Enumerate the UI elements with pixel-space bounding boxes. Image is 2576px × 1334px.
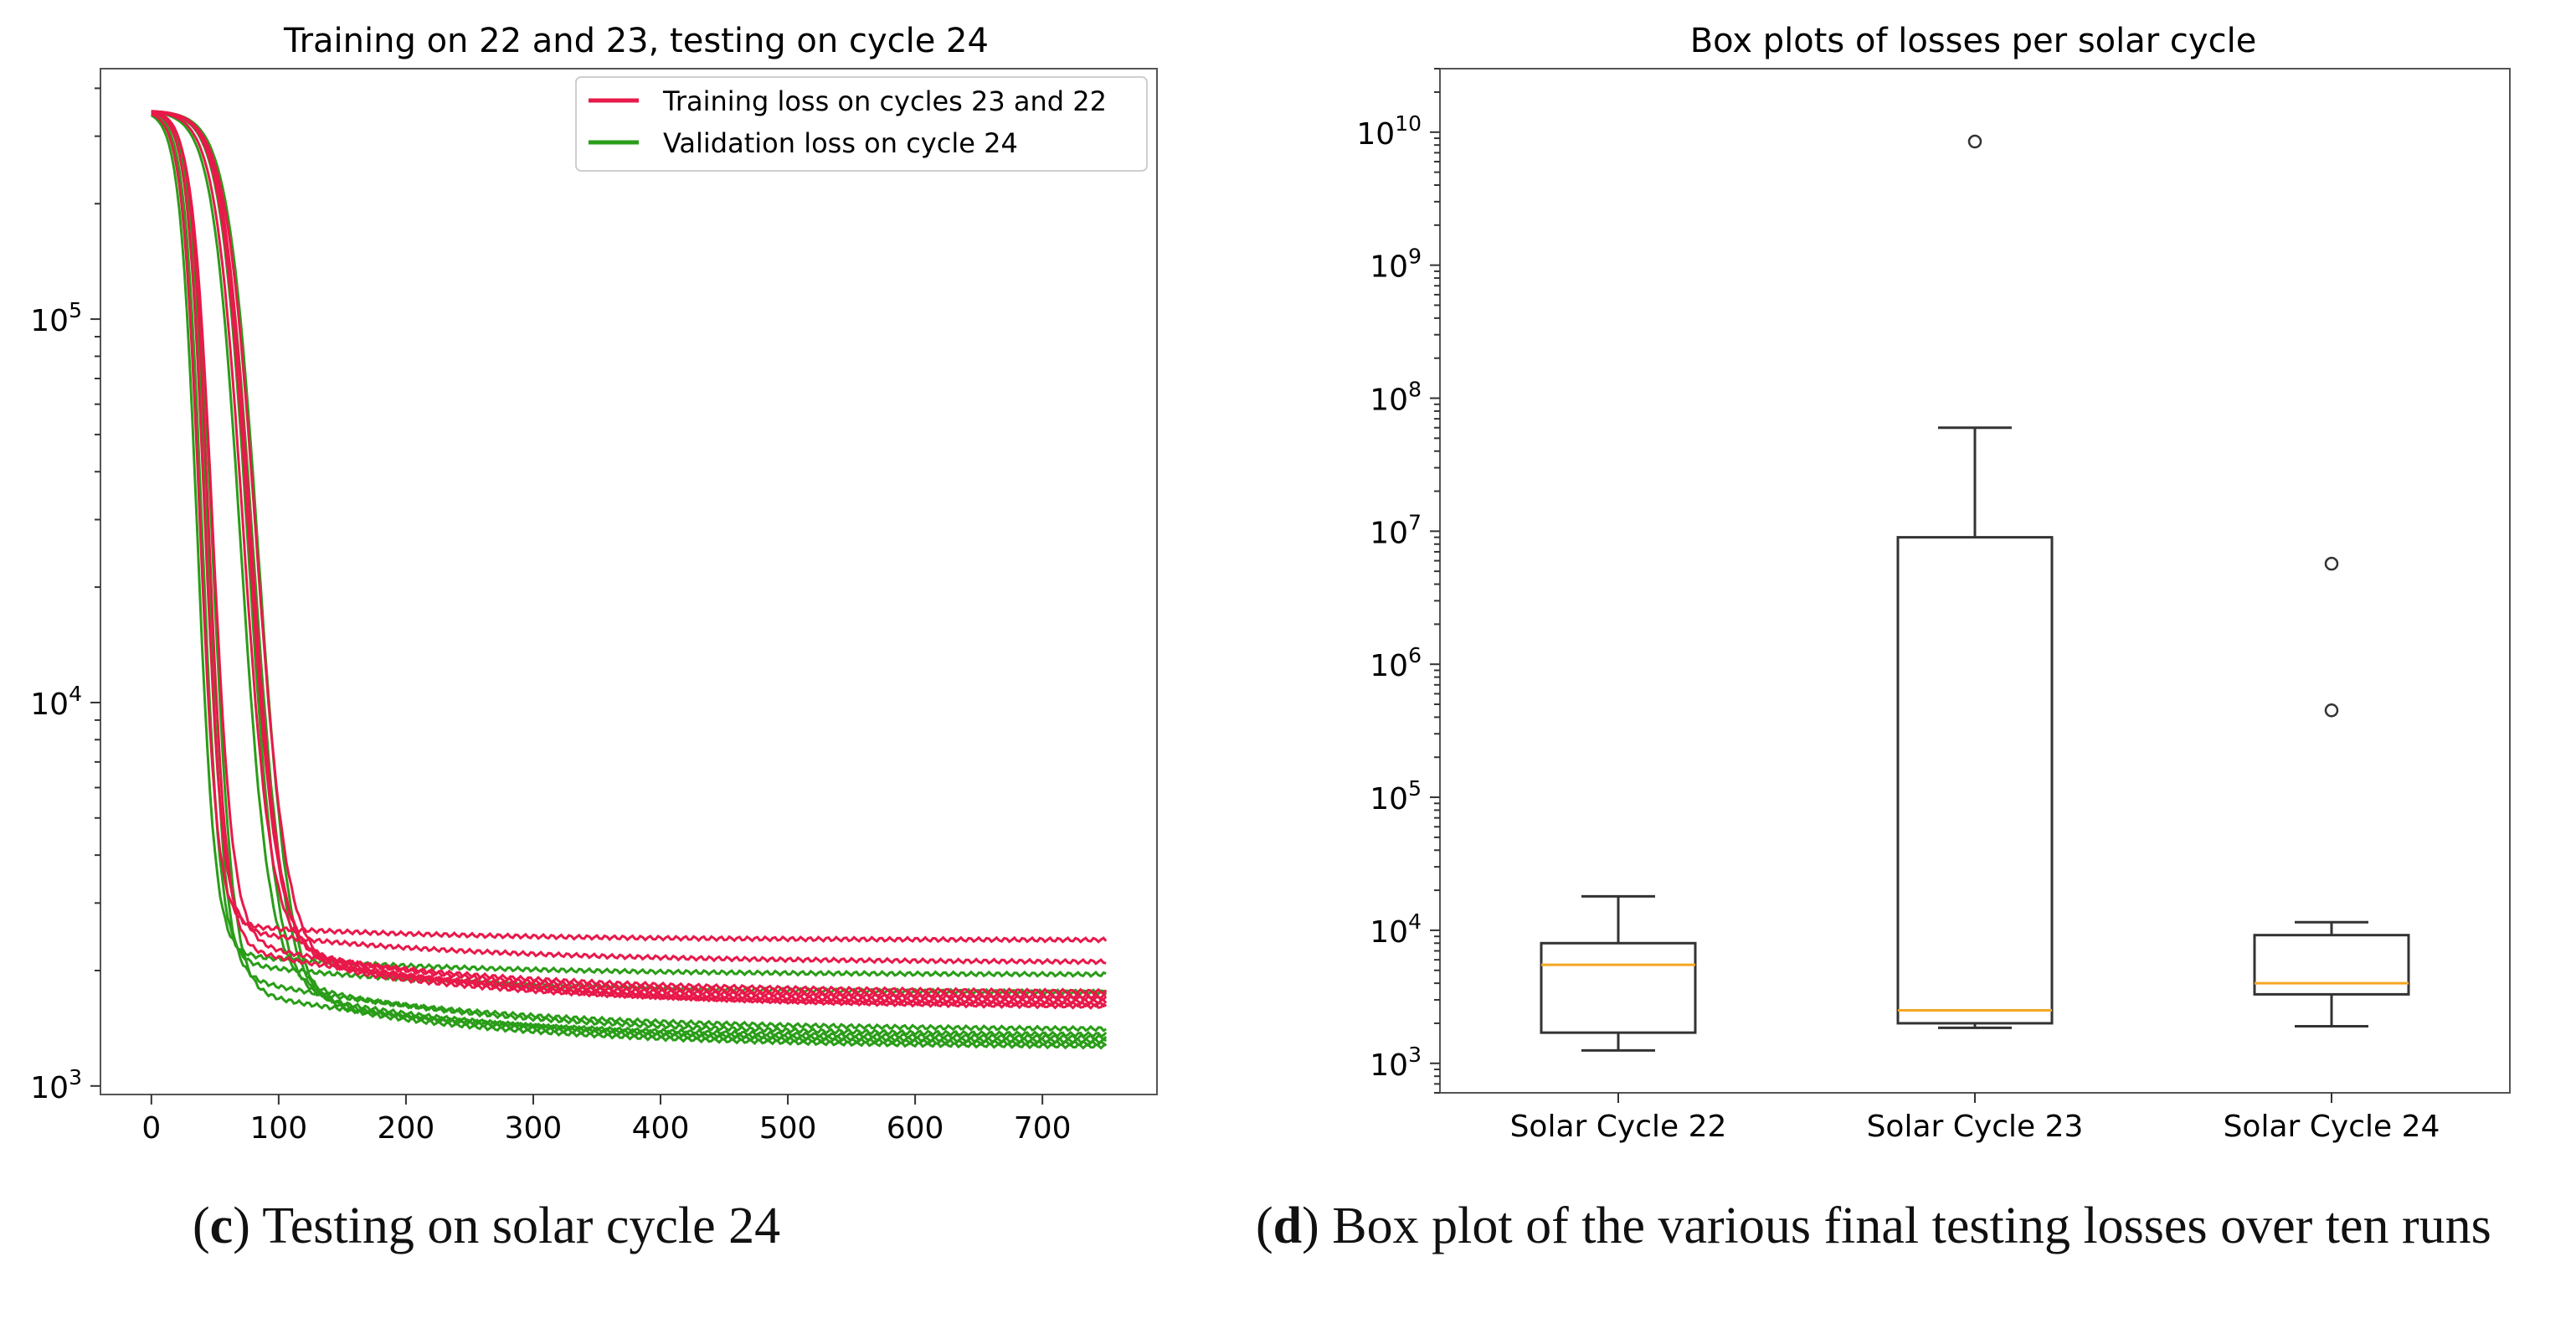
y-tick-label: 1010 [1356, 111, 1422, 152]
box-iqr [1540, 941, 1697, 1034]
series-line-train-3 [151, 111, 1108, 996]
x-tick-label: 500 [759, 1111, 817, 1146]
y-tick-label: 109 [1370, 245, 1422, 285]
outlier-point [2324, 556, 2339, 571]
y-tick-label: 103 [1370, 1043, 1422, 1083]
chart-c-title: Training on 22 and 23, testing on cycle … [283, 22, 989, 60]
outlier-point [2324, 703, 2339, 718]
legend-label-training: Training loss on cycles 23 and 22 [662, 85, 1107, 117]
box-iqr [1896, 536, 2054, 1025]
legend-frame [575, 76, 1148, 172]
chart-d-title: Box plots of losses per solar cycle [1690, 22, 2257, 60]
y-tick-label: 105 [30, 298, 82, 338]
chart-d-x-axis: Solar Cycle 22 Solar Cycle 23 Solar Cycle … [1510, 1093, 2440, 1144]
series-line-val-3 [151, 111, 1107, 1033]
x-tick-label: 700 [1014, 1111, 1072, 1146]
chart-d-plot-area [1439, 68, 2511, 1094]
box-iqr [2253, 934, 2410, 996]
x-tick-label: 0 [141, 1111, 161, 1146]
caption-c-label: c [209, 1198, 234, 1254]
chart-d-y-axis: 103 104 105 106 107 108 109 1010 [1356, 68, 1440, 1094]
chart-c-x-axis: 0 100 200 300 400 500 600 700 [141, 1094, 1072, 1146]
x-tick-label: Solar Cycle 23 [1867, 1110, 2084, 1144]
series-line-val-8 [151, 110, 1107, 1050]
y-tick-label: 105 [1370, 776, 1422, 816]
x-tick-label: 300 [505, 1111, 563, 1146]
caption-c-text: Testing on solar cycle 24 [249, 1198, 781, 1254]
legend-label-validation: Validation loss on cycle 24 [663, 127, 1018, 159]
series-line-val-7 [151, 111, 1108, 1042]
series-line-train-7 [151, 111, 1108, 1002]
chart-c-legend: Training loss on cycles 23 and 22 Valida… [575, 76, 1148, 172]
chart-c: Training on 22 and 23, testing on cycle … [30, 22, 1158, 1146]
series-line-train-6 [151, 110, 1107, 1008]
caption-c: (c) Testing on solar cycle 24 [193, 1198, 781, 1254]
y-tick-label: 104 [30, 682, 82, 722]
caption-d-text: Box plot of the various final testing lo… [1319, 1198, 2491, 1254]
series-line-val-4 [151, 111, 1108, 1038]
chart-d-boxes-group [1540, 134, 2410, 1052]
y-tick-label: 104 [1370, 909, 1422, 950]
series-line-train-8 [151, 110, 1108, 1010]
x-tick-label: 200 [378, 1111, 435, 1146]
box-1 [1540, 894, 1697, 1052]
y-tick-label: 103 [30, 1065, 82, 1105]
chart-d: Box plots of losses per solar cycle 1031… [1356, 22, 2511, 1144]
x-tick-label: Solar Cycle 24 [2224, 1110, 2440, 1144]
x-tick-label: Solar Cycle 22 [1510, 1110, 1727, 1144]
y-tick-label: 108 [1370, 377, 1422, 417]
box-2 [1896, 134, 2054, 1029]
x-tick-label: 100 [250, 1111, 308, 1146]
y-tick-label: 107 [1370, 510, 1422, 550]
chart-c-series-group [151, 110, 1108, 1050]
chart-c-y-axis: 103 104 105 [30, 87, 100, 1105]
box-3 [2253, 556, 2410, 1028]
x-tick-label: 600 [887, 1111, 944, 1146]
series-line-train-1 [151, 112, 1108, 944]
caption-d-label: d [1273, 1198, 1303, 1254]
x-tick-label: 400 [632, 1111, 690, 1146]
series-line-val-1 [151, 114, 1107, 978]
outlier-point [1967, 134, 1982, 149]
caption-d: (d) Box plot of the various final testin… [1256, 1198, 2491, 1254]
y-tick-label: 106 [1370, 643, 1422, 683]
